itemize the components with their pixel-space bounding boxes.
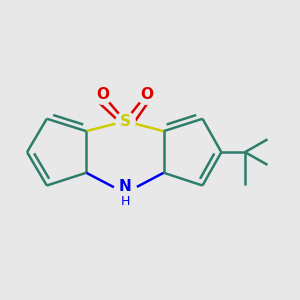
Text: O: O (96, 87, 109, 102)
Text: H: H (120, 195, 130, 208)
Text: O: O (140, 87, 153, 102)
Text: N: N (119, 179, 131, 194)
Text: S: S (120, 114, 130, 129)
